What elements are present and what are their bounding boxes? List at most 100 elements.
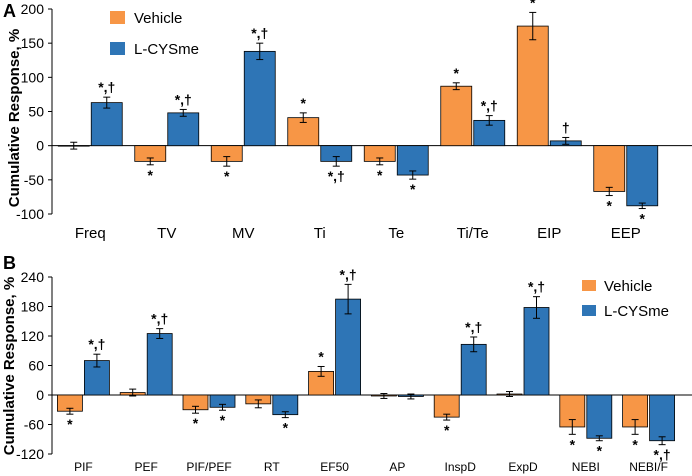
panel-b-category-label: EF50 — [320, 460, 349, 474]
panel-a-significance-label: * — [224, 168, 230, 184]
panel-b-bar-lcysme — [523, 307, 550, 396]
panel-b-error-bar — [380, 393, 388, 399]
panel-a-category-label: EEP — [611, 225, 641, 242]
panel-a-category-label: EIP — [537, 225, 561, 242]
panel-b-bar-lcysme — [146, 333, 173, 396]
panel-b-legend-swatch-lcysme — [582, 305, 596, 316]
panel-b-significance-label: *,† — [88, 336, 105, 352]
panel-a-error-bar — [299, 112, 307, 123]
panel-b-category-label: NEBI/F — [629, 460, 668, 474]
panel-a-error-bar — [179, 108, 187, 117]
panel-a-category-label: Ti — [314, 225, 326, 242]
panel-b-error-bar — [281, 411, 289, 419]
panel-b-error-bar — [533, 296, 540, 319]
panel-a-significance-label: *,† — [481, 98, 498, 114]
panel-a-category-label: TV — [157, 225, 176, 242]
panel-b-error-bar — [156, 328, 164, 339]
panel-b-significance-label: * — [193, 415, 199, 431]
panel-a-bar-vehicle — [593, 145, 626, 192]
panel-b-ytick-label: 120 — [21, 328, 45, 344]
panel-a-error-bar — [485, 115, 493, 126]
panel-a-bar-lcysme — [396, 145, 429, 176]
panel-a-category-label: Te — [388, 225, 404, 242]
panel-a-error-bar — [332, 156, 340, 167]
panel-a-category-label: MV — [232, 225, 255, 242]
panel-b-legend-swatch-vehicle — [582, 280, 596, 291]
panel-a-error-bar — [223, 156, 231, 167]
panel-a-significance-label: *,† — [175, 91, 192, 107]
panel-a-ylabel: Cumulative Response, % — [6, 29, 23, 207]
panel-a-error-bar — [452, 82, 460, 91]
panel-b-category-label: PIF/PEF — [186, 460, 231, 474]
panel-b-category-label: RT — [264, 460, 280, 474]
panel-b-plot: 240 180 120 60 0 -60 -120 PIF * *,† PEF *,† PIF/PEF *… — [16, 266, 692, 474]
panel-b-error-bar — [219, 403, 226, 411]
panel-b-ytick-label: -60 — [24, 417, 44, 433]
panel-b-ytick-label: 180 — [21, 299, 45, 315]
panel-a-significance-label: * — [607, 198, 613, 214]
panel-a-ytick-label: 200 — [21, 1, 45, 17]
panel-a-legend-swatch-lcysme — [110, 42, 125, 55]
panel-b-significance-label: *,† — [465, 319, 482, 335]
panel-b-significance-label: * — [444, 422, 450, 438]
panel-b-category-label: PIF — [74, 460, 93, 474]
panel-b-significance-label: *,† — [340, 266, 357, 282]
panel-a-bar-lcysme — [243, 50, 276, 147]
panel-b-error-bar — [658, 436, 666, 446]
panel-b-significance-label: *,† — [654, 447, 671, 463]
panel-b-error-bar — [344, 283, 352, 315]
panel-b-ytick-label: 240 — [21, 269, 45, 285]
panel-b-error-bar — [443, 413, 451, 421]
panel-b-significance-label: *,† — [151, 311, 168, 327]
panel-a-plot: 200 150 100 50 0 -50 -100 Freq *,† TV * *,† MV * *,† Ti… — [16, 0, 692, 242]
panel-a-ytick-label: -100 — [16, 206, 44, 222]
panel-a-error-bar — [529, 11, 537, 41]
panel-label-a: A — [3, 1, 16, 21]
panel-a-ytick-label: -50 — [24, 172, 44, 188]
panel-b-bar-lcysme — [586, 394, 613, 439]
panel-a-bar-lcysme — [626, 145, 659, 207]
panel-label-b: B — [3, 253, 16, 273]
panel-a-significance-label: † — [562, 119, 570, 135]
panel-a-bar-lcysme — [167, 112, 200, 147]
panel-b-error-bar — [66, 407, 74, 415]
panel-a-significance-label: *,† — [251, 25, 268, 41]
panel-b-error-bar — [317, 365, 325, 377]
panel-a-bar-vehicle — [287, 117, 320, 147]
panel-a-ytick-label: 0 — [36, 138, 44, 154]
panel-a-error-bar — [256, 42, 264, 61]
panel-b-significance-label: * — [318, 348, 324, 364]
panel-b-significance-label: *,† — [528, 279, 545, 295]
panel-a-significance-label: *,† — [98, 79, 115, 95]
panel-b-category-label: NEBI — [572, 460, 600, 474]
panel-b-error-bar — [470, 336, 478, 353]
panel-b-bar-lcysme — [649, 394, 675, 442]
panel-a-significance-label: * — [410, 181, 416, 197]
panel-b-category-label: AP — [389, 460, 405, 474]
panel-b-error-bar — [192, 405, 199, 414]
panel-a-error-bar — [376, 157, 384, 166]
panel-a-significance-label: * — [454, 65, 460, 81]
panel-a-legend-swatch-vehicle — [110, 11, 125, 24]
panel-b-significance-label: * — [570, 436, 576, 452]
panel-a-error-bar — [70, 141, 78, 150]
panel-b-ylabel: Cumulative Response, % — [1, 277, 18, 455]
panel-a-bar-lcysme — [90, 102, 123, 147]
panel-b-error-bar — [93, 353, 101, 368]
panel-b-error-bar — [129, 388, 137, 397]
panel-b-legend-label-vehicle: Vehicle — [604, 278, 652, 295]
panel-b-significance-label: * — [220, 412, 226, 428]
panel-b-legend: Vehicle L-CYSme — [582, 278, 669, 320]
panel-a-legend-label-vehicle: Vehicle — [134, 10, 182, 27]
panel-a-category-label: Ti/Te — [457, 225, 489, 242]
panel-a-error-bar — [103, 96, 111, 109]
panel-b-ytick-label: -120 — [16, 446, 44, 462]
panel-a-significance-label: * — [377, 167, 383, 183]
panel-b-error-bar — [407, 393, 415, 400]
panel-a-bar-vehicle — [440, 85, 473, 147]
panel-b-error-bar — [595, 435, 603, 442]
panel-a-ytick-label: 100 — [21, 69, 45, 85]
panel-b-error-bar — [254, 399, 262, 409]
panel-a-legend-label-lcysme: L-CYSme — [134, 41, 199, 58]
